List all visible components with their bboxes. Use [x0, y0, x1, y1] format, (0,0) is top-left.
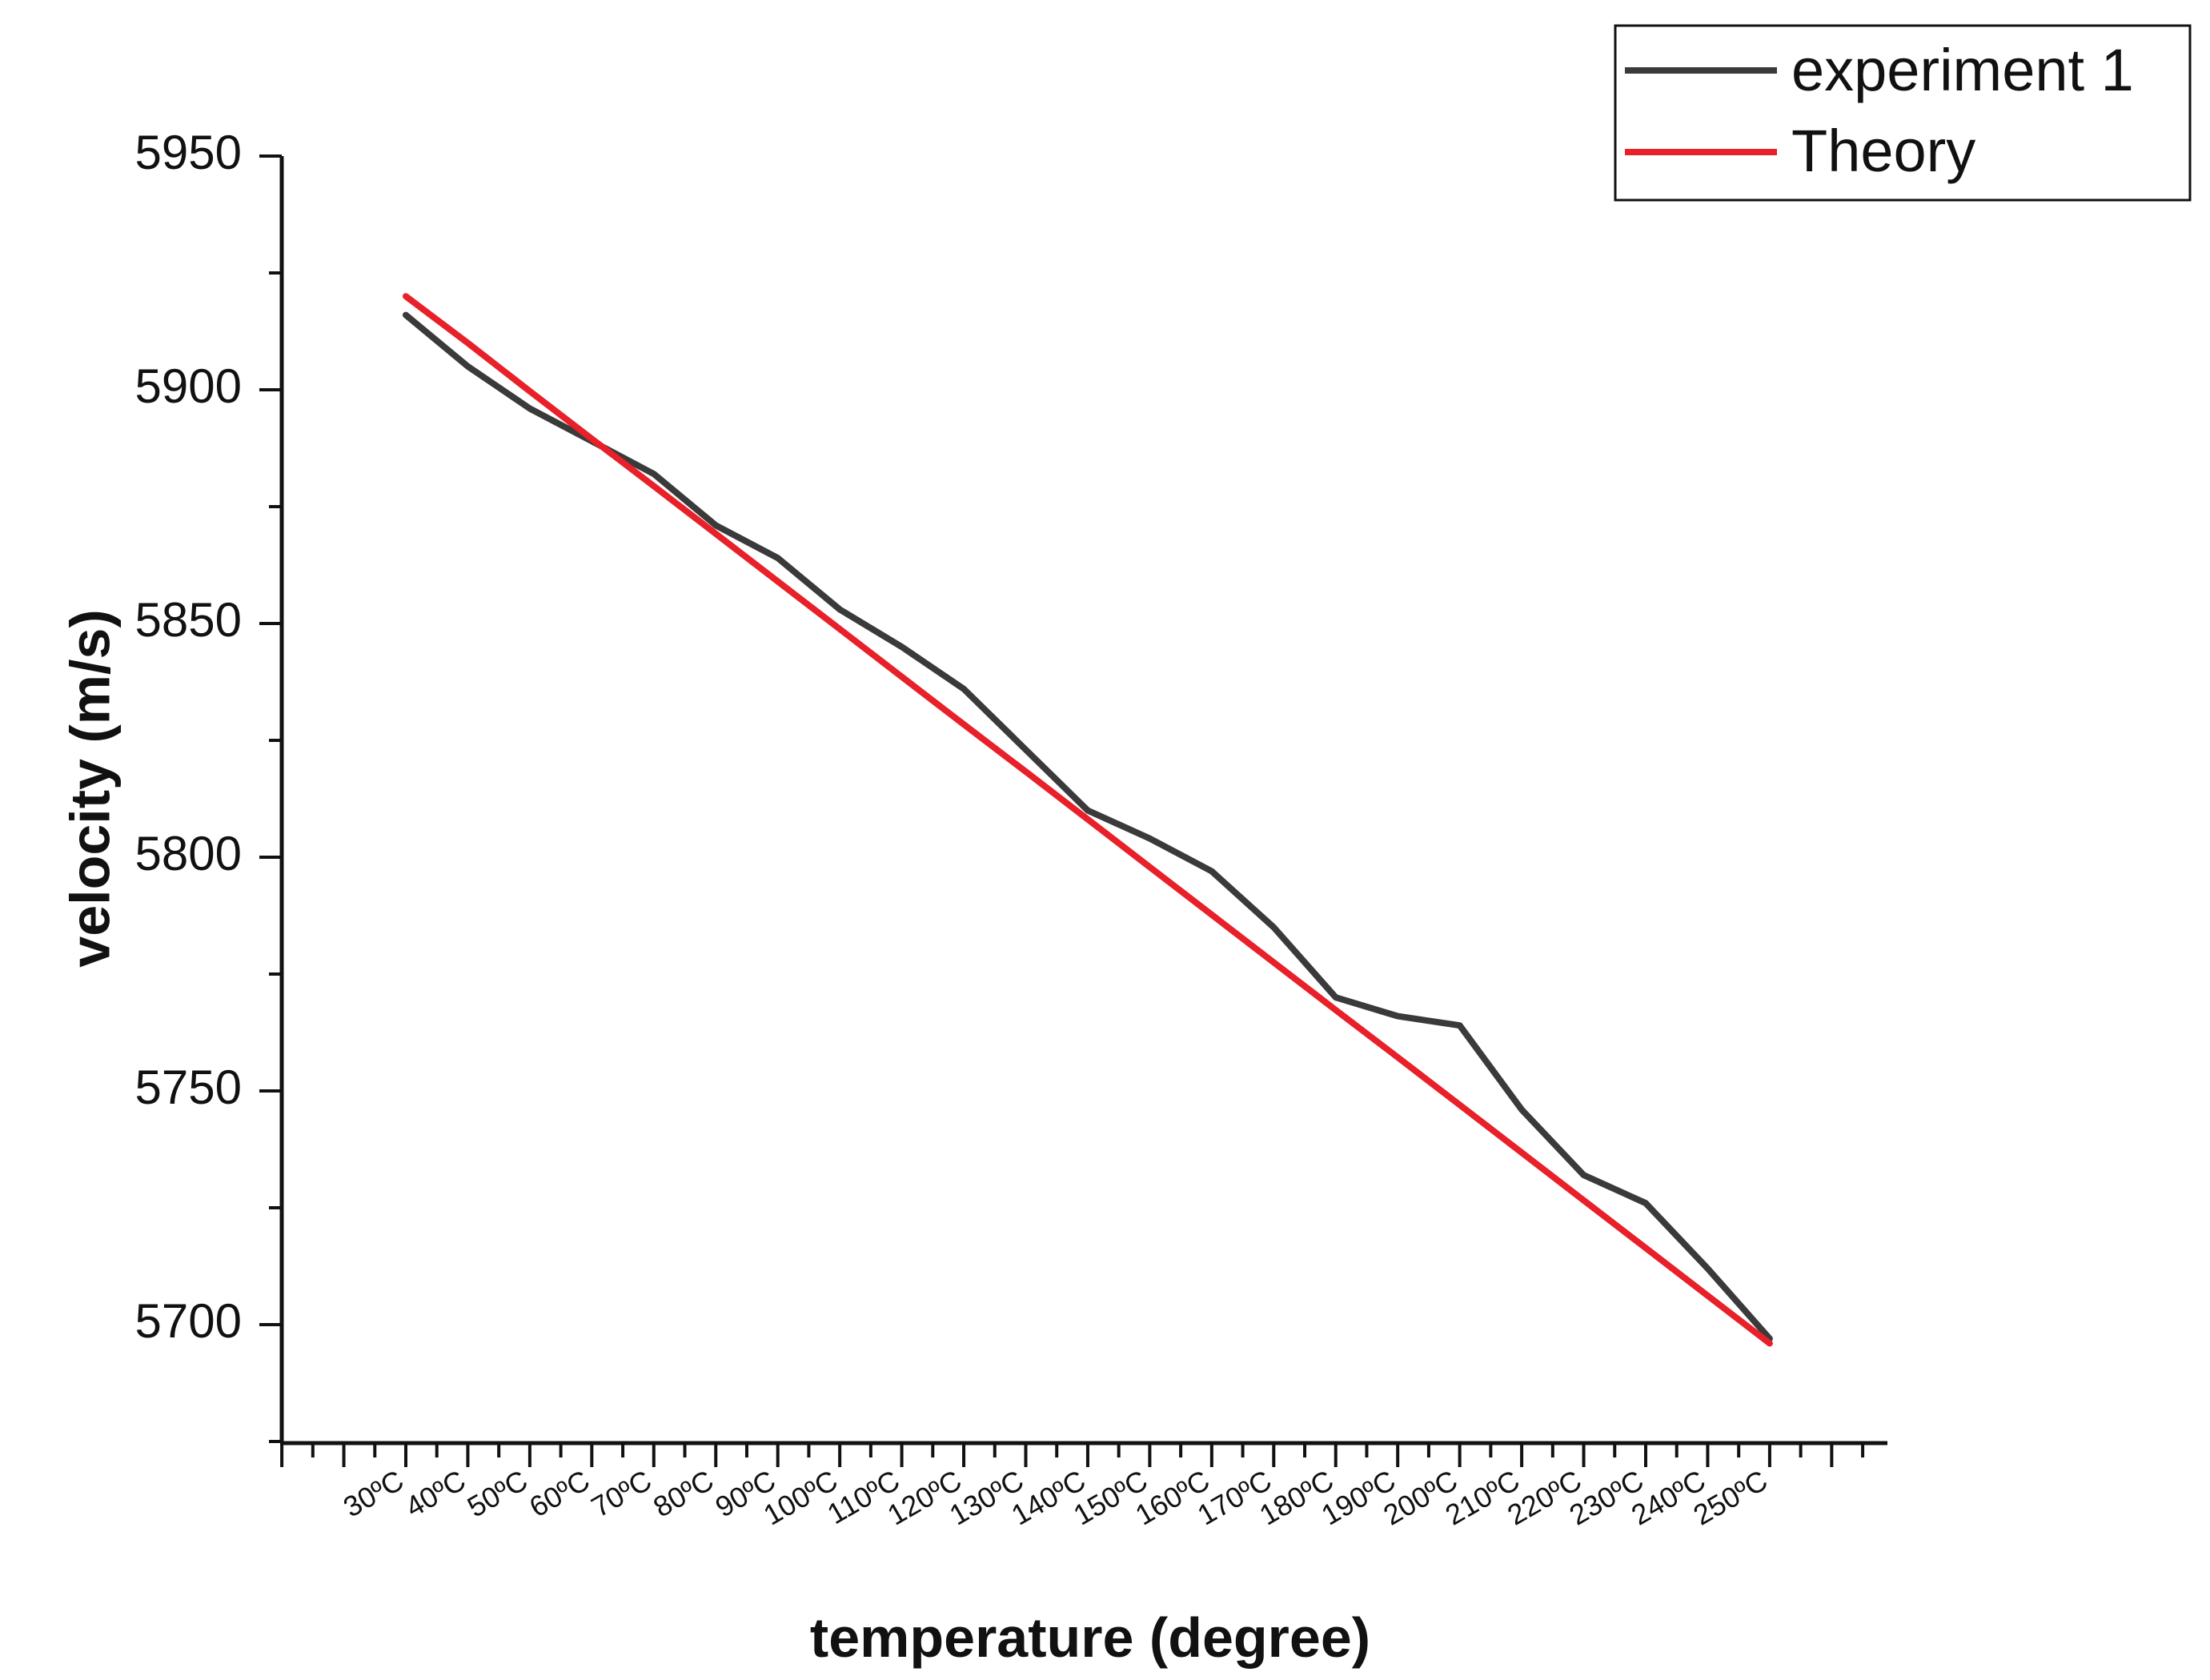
x-tick-label: 80ºC [648, 1463, 719, 1523]
legend-label-theory: Theory [1791, 118, 1975, 184]
y-axis-title: velocity (m/s) [58, 609, 121, 967]
legend-box [1614, 24, 2192, 202]
y-tick-label: 5950 [135, 126, 242, 179]
x-tick-label: 70ºC [586, 1463, 657, 1523]
legend-label-experiment-1: experiment 1 [1791, 37, 2134, 103]
y-tick-label: 5800 [135, 827, 242, 880]
x-ticks: 30ºC40ºC50ºC60ºC70ºC80ºC90ºC100ºC110ºC12… [280, 1443, 1865, 1532]
y-ticks: 5700 5750 5800 5850 5900 5950 [135, 126, 282, 1443]
legend: experiment 1 Theory [1614, 24, 2192, 202]
series-line-theory [403, 293, 1773, 1347]
x-tick-label: 50ºC [462, 1463, 533, 1523]
y-tick-label: 5900 [135, 359, 242, 413]
x-tick-label: 30ºC [338, 1463, 409, 1523]
y-tick-label: 5750 [135, 1061, 242, 1114]
x-tick-label: 40ºC [399, 1463, 471, 1523]
x-tick-label: 250ºC [1687, 1463, 1772, 1531]
x-axis-title: temperature (degree) [810, 1606, 1370, 1669]
x-tick-label: 60ºC [523, 1463, 595, 1523]
y-tick-label: 5700 [135, 1294, 242, 1348]
y-tick-label: 5850 [135, 593, 242, 647]
plot-area: 5700 5750 5800 5850 5900 5950 30ºC40ºC50ºC60º… [135, 126, 1887, 1532]
series-layer [403, 293, 1773, 1347]
series-line-experiment-1 [403, 311, 1773, 1342]
